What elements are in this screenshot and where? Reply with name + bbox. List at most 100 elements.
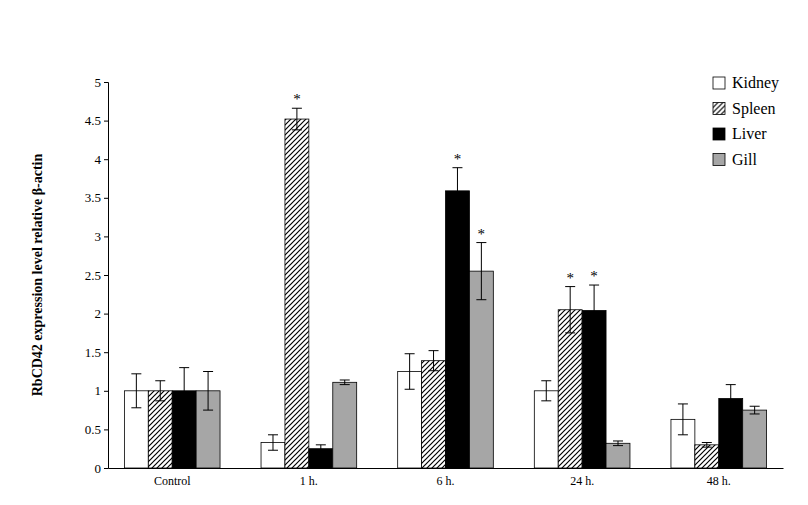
legend-swatch (713, 103, 725, 115)
legend-item: Liver (713, 125, 767, 142)
legend-item: Gill (713, 151, 757, 168)
legend-swatch (713, 77, 725, 89)
y-tick-label: 2 (95, 306, 102, 321)
error-bar (678, 404, 688, 435)
y-tick-mark (104, 236, 108, 237)
x-tick-label: 6 h. (437, 474, 455, 488)
error-bar (131, 374, 141, 408)
x-tick: 48 h. (707, 474, 731, 488)
error-bar (565, 287, 575, 333)
error-bar (179, 368, 189, 414)
y-axis: 0 0.5 1 1.5 2 2.5 3 3.5 4 4.5 5 (85, 75, 109, 476)
bar-series (196, 243, 766, 468)
error-bar (589, 285, 599, 336)
annotations: * * * * * (293, 91, 598, 285)
y-tick-mark (104, 82, 108, 83)
error-bar (405, 354, 415, 390)
y-tick: 2.5 (85, 268, 108, 283)
bar (558, 310, 582, 468)
legend-swatch (713, 154, 725, 166)
x-axis-line (109, 468, 784, 469)
y-tick-mark (104, 275, 108, 276)
error-bar (203, 372, 213, 411)
error-bar (268, 435, 278, 450)
bar (333, 382, 357, 468)
x-tick-label: 1 h. (300, 474, 318, 488)
y-tick-label: 5 (95, 75, 102, 90)
error-bar (726, 385, 736, 413)
y-tick: 0.5 (85, 422, 108, 437)
bar (422, 361, 446, 468)
y-tick-label: 0 (95, 461, 102, 476)
annotation: * (566, 270, 574, 286)
bar (606, 443, 630, 468)
y-tick-label: 3.5 (85, 190, 101, 205)
bar (469, 271, 493, 468)
chart-container: 0 0.5 1 1.5 2 2.5 3 3.5 4 4.5 5 Control 1 h. 6 h. 24 h… (0, 0, 808, 505)
y-tick-mark (104, 391, 108, 392)
x-tick: 1 h. (300, 474, 318, 488)
error-bar (702, 443, 712, 448)
legend-item: Kidney (713, 74, 779, 92)
y-tick: 2 (95, 306, 109, 321)
y-tick: 3.5 (85, 190, 108, 205)
y-tick: 4.5 (85, 113, 108, 128)
x-tick-label: 48 h. (707, 474, 731, 488)
bar-series (124, 354, 694, 468)
y-tick: 0 (95, 461, 109, 476)
x-axis: Control 1 h. 6 h. 24 h. 48 h. (109, 469, 784, 488)
y-axis-line (104, 83, 109, 469)
legend-label: Gill (732, 151, 757, 168)
annotation: * (293, 91, 301, 107)
y-tick-mark (104, 468, 108, 469)
y-tick-label: 2.5 (85, 268, 101, 283)
annotation: * (454, 151, 462, 167)
error-bar (541, 381, 551, 401)
y-tick-label: 3 (95, 229, 102, 244)
annotation: * (590, 268, 598, 284)
error-bar (340, 380, 350, 385)
y-tick-mark (104, 429, 108, 430)
bar-series (172, 168, 742, 468)
error-bar (750, 406, 760, 414)
error-bar (452, 168, 462, 214)
y-axis-title: RbCD42 expression level relative β-actin (30, 154, 45, 397)
bar (695, 445, 719, 468)
y-tick-mark (104, 314, 108, 315)
chart-svg: 0 0.5 1 1.5 2 2.5 3 3.5 4 4.5 5 Control 1 h. 6 h. 24 h… (0, 0, 808, 505)
x-tick: 24 h. (570, 474, 594, 488)
y-tick-mark (104, 121, 108, 122)
error-bar (476, 243, 486, 300)
bar-series (148, 108, 718, 468)
error-bar (613, 441, 623, 446)
bar (743, 410, 767, 468)
y-tick-mark (104, 352, 108, 353)
x-tick: Control (154, 474, 191, 488)
x-tick: 6 h. (437, 474, 455, 488)
legend-item: Spleen (713, 100, 776, 118)
y-tick: 4 (95, 152, 109, 167)
y-tick: 1.5 (85, 345, 108, 360)
legend-swatch (713, 128, 725, 140)
error-bar (155, 381, 165, 401)
y-tick-mark (104, 198, 108, 199)
legend-label: Liver (732, 125, 767, 142)
bar (534, 391, 558, 468)
y-tick-label: 4 (95, 152, 102, 167)
legend-label: Kidney (732, 74, 779, 92)
bars (124, 108, 766, 468)
x-tick-label: 24 h. (570, 474, 594, 488)
error-bar (429, 351, 439, 371)
y-tick-label: 1 (95, 383, 102, 398)
y-tick-mark (104, 159, 108, 160)
annotation: * (478, 226, 486, 242)
bar (285, 119, 309, 468)
bar (446, 191, 470, 468)
error-bar (292, 108, 302, 130)
y-tick: 1 (95, 383, 109, 398)
legend-label: Spleen (732, 100, 776, 118)
x-tick-label: Control (154, 474, 191, 488)
error-bar (316, 445, 326, 453)
y-tick-label: 1.5 (85, 345, 101, 360)
bar (148, 391, 172, 468)
